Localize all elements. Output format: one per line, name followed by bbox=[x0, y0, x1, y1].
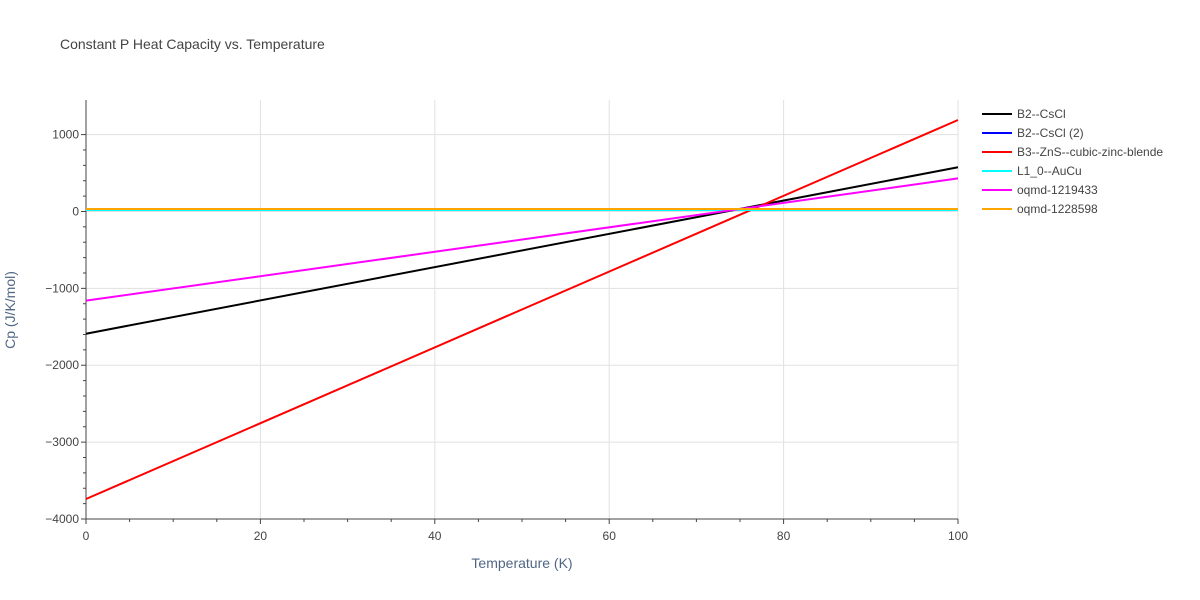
x-tick-label: 100 bbox=[948, 529, 968, 543]
legend: B2--CsCl B2--CsCl (2) B3--ZnS--cubic-zinc-… bbox=[982, 107, 1163, 216]
series-line bbox=[85, 166, 959, 335]
tick-labels: 0 20 40 60 80 100 −4000 −3000 −2000 −1000 0 1000 bbox=[45, 128, 968, 543]
axes bbox=[81, 100, 959, 524]
y-tick-label: −1000 bbox=[45, 281, 79, 295]
y-tick-label: −2000 bbox=[45, 358, 79, 372]
x-tick-label: 20 bbox=[254, 529, 268, 543]
y-tick-label: 0 bbox=[72, 204, 79, 218]
y-tick-label: −3000 bbox=[45, 435, 79, 449]
legend-label: oqmd-1219433 bbox=[1017, 183, 1098, 197]
legend-label: L1_0--AuCu bbox=[1017, 164, 1082, 178]
y-tick-label: 1000 bbox=[52, 128, 79, 142]
series-lines bbox=[85, 119, 959, 500]
chart-title: Constant P Heat Capacity vs. Temperature bbox=[60, 36, 325, 52]
x-tick-label: 60 bbox=[603, 529, 617, 543]
y-axis-title: Cp (J/K/mol) bbox=[2, 271, 18, 349]
series-line bbox=[85, 119, 959, 500]
legend-label: B2--CsCl bbox=[1017, 107, 1066, 121]
x-tick-label: 0 bbox=[83, 529, 90, 543]
y-tick-label: −4000 bbox=[45, 512, 79, 526]
x-tick-label: 40 bbox=[428, 529, 442, 543]
grid bbox=[86, 100, 959, 519]
x-axis-title: Temperature (K) bbox=[471, 555, 572, 571]
legend-label: B2--CsCl (2) bbox=[1017, 126, 1084, 140]
series-line bbox=[85, 177, 959, 302]
legend-label: oqmd-1228598 bbox=[1017, 202, 1098, 216]
x-tick-label: 80 bbox=[777, 529, 791, 543]
legend-label: B3--ZnS--cubic-zinc-blende bbox=[1017, 145, 1163, 159]
